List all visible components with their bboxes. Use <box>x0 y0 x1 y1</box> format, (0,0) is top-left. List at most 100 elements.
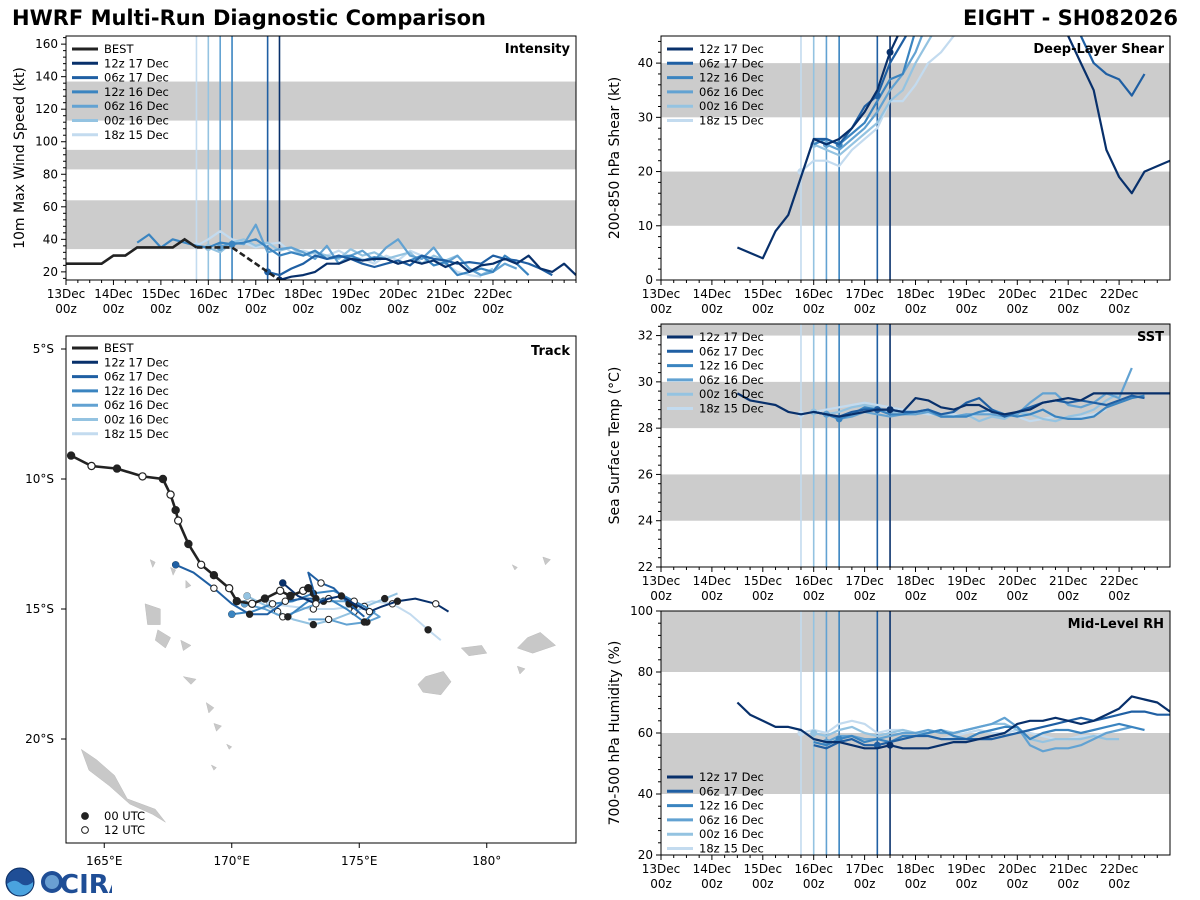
rh-x-tick-hour: 00z <box>752 877 774 891</box>
rh-legend-label: 12z 17 Dec <box>699 770 764 784</box>
track-legend-label: BEST <box>104 341 134 355</box>
shear-x-tick-hour: 00z <box>854 302 876 316</box>
intensity-x-tick-day: 17Dec <box>237 287 276 301</box>
intensity-x-tick-hour: 00z <box>482 302 504 316</box>
intensity-panel: 2040608010012014016013Dec00z14Dec00z15De… <box>12 35 577 316</box>
sst-x-tick-hour: 00z <box>1108 589 1130 603</box>
landmass <box>80 748 166 823</box>
rh-series-line <box>736 695 1170 750</box>
shear-x-tick-hour: 00z <box>956 302 978 316</box>
rh-x-tick-hour: 00z <box>701 877 723 891</box>
track-best-marker <box>87 461 96 471</box>
rh-legend-label: 18z 15 Dec <box>699 842 764 856</box>
intensity-legend-label: 06z 17 Dec <box>104 71 169 85</box>
track-best-marker <box>166 490 175 499</box>
rh-x-tick-hour: 00z <box>650 877 672 891</box>
track-init-point <box>279 579 287 587</box>
track-best-marker <box>173 516 183 525</box>
intensity-x-tick-day: 14Dec <box>94 287 133 301</box>
intensity-y-tick-label: 80 <box>43 167 58 181</box>
sst-y-tick-label: 28 <box>638 421 653 435</box>
track-marker <box>317 579 325 587</box>
shear-series-line <box>813 36 1146 146</box>
landmass <box>542 556 551 566</box>
shear-panel: 01020304013Dec00z14Dec00z15Dec00z16Dec00… <box>607 35 1171 316</box>
landmass <box>511 564 518 571</box>
track-marker <box>245 610 254 618</box>
track-legend-label: 06z 16 Dec <box>104 398 169 412</box>
sst-threshold-band <box>661 324 1170 336</box>
track-best-marker <box>66 451 76 460</box>
rh-x-tick-day: 18Dec <box>896 862 935 876</box>
sst-series-line <box>813 394 1145 420</box>
shear-x-tick-day: 16Dec <box>794 287 833 301</box>
intensity-x-tick-hour: 00z <box>198 302 220 316</box>
track-best-marker <box>224 584 234 593</box>
rh-x-tick-hour: 00z <box>1057 877 1079 891</box>
sst-x-tick-hour: 00z <box>803 589 825 603</box>
landmass <box>185 579 192 589</box>
shear-series-line <box>800 36 955 173</box>
sst-x-tick-day: 16Dec <box>794 574 833 588</box>
track-marker <box>281 597 289 605</box>
track-marker <box>309 620 318 629</box>
sst-x-tick-hour: 00z <box>956 589 978 603</box>
rh-legend-label: 06z 16 Dec <box>699 813 764 827</box>
landmass <box>210 764 217 771</box>
track-best-marker <box>158 474 168 484</box>
track-best-marker <box>112 464 122 473</box>
intensity-frame <box>65 35 577 281</box>
shear-x-tick-hour: 00z <box>701 302 723 316</box>
intensity-x-tick-hour: 00z <box>55 302 77 316</box>
track-best-marker <box>138 472 147 481</box>
track-marker <box>365 607 374 616</box>
shear-series-line <box>813 36 924 151</box>
track-init-point <box>172 561 180 569</box>
sst-plot-area <box>661 324 1170 567</box>
sst-y-tick-label: 22 <box>638 560 653 574</box>
landmass <box>213 723 223 732</box>
track-best-marker <box>209 571 219 580</box>
intensity-y-tick-label: 60 <box>43 200 58 214</box>
shear-y-tick-label: 0 <box>645 273 653 287</box>
track-marker <box>284 613 292 621</box>
intensity-x-tick-hour: 00z <box>435 302 457 316</box>
rh-threshold-band <box>661 611 1170 672</box>
rh-panel-title: Mid-Level RH <box>1068 617 1164 632</box>
shear-x-tick-day: 13Dec <box>642 287 681 301</box>
sst-y-tick-label: 30 <box>638 375 653 389</box>
shear-x-tick-day: 14Dec <box>693 287 732 301</box>
intensity-y-tick-label: 100 <box>35 135 58 149</box>
intensity-threshold-band <box>66 81 576 121</box>
sst-y-tick-label: 26 <box>638 467 653 481</box>
rh-x-tick-hour: 00z <box>803 877 825 891</box>
sst-x-tick-hour: 00z <box>1007 589 1029 603</box>
sst-x-tick-hour: 00z <box>752 589 774 603</box>
intensity-y-tick-label: 160 <box>35 37 58 51</box>
landmass <box>417 671 452 696</box>
rh-x-tick-day: 15Dec <box>744 862 783 876</box>
landmass <box>516 665 526 675</box>
intensity-legend-label: 00z 16 Dec <box>104 114 169 128</box>
intensity-threshold-band <box>66 200 576 250</box>
intensity-x-tick-hour: 00z <box>150 302 172 316</box>
track-series-line <box>175 563 365 618</box>
intensity-x-tick-day: 15Dec <box>142 287 181 301</box>
sst-x-tick-day: 17Dec <box>845 574 884 588</box>
rh-x-tick-day: 19Dec <box>947 862 986 876</box>
intensity-x-tick-day: 21Dec <box>426 287 465 301</box>
sst-legend-label: 06z 17 Dec <box>699 344 764 358</box>
sst-threshold-band <box>661 474 1170 521</box>
track-series-line <box>246 592 398 626</box>
intensity-x-tick-hour: 00z <box>292 302 314 316</box>
shear-x-tick-day: 20Dec <box>998 287 1037 301</box>
landmass <box>460 645 488 657</box>
landmass <box>149 559 156 569</box>
shear-init-point <box>886 48 894 56</box>
rh-x-tick-day: 17Dec <box>845 862 884 876</box>
track-frame <box>65 335 577 844</box>
sst-x-tick-day: 18Dec <box>896 574 935 588</box>
track-marker <box>424 626 432 634</box>
track-marker <box>312 600 320 608</box>
intensity-panel-title: Intensity <box>505 42 571 57</box>
